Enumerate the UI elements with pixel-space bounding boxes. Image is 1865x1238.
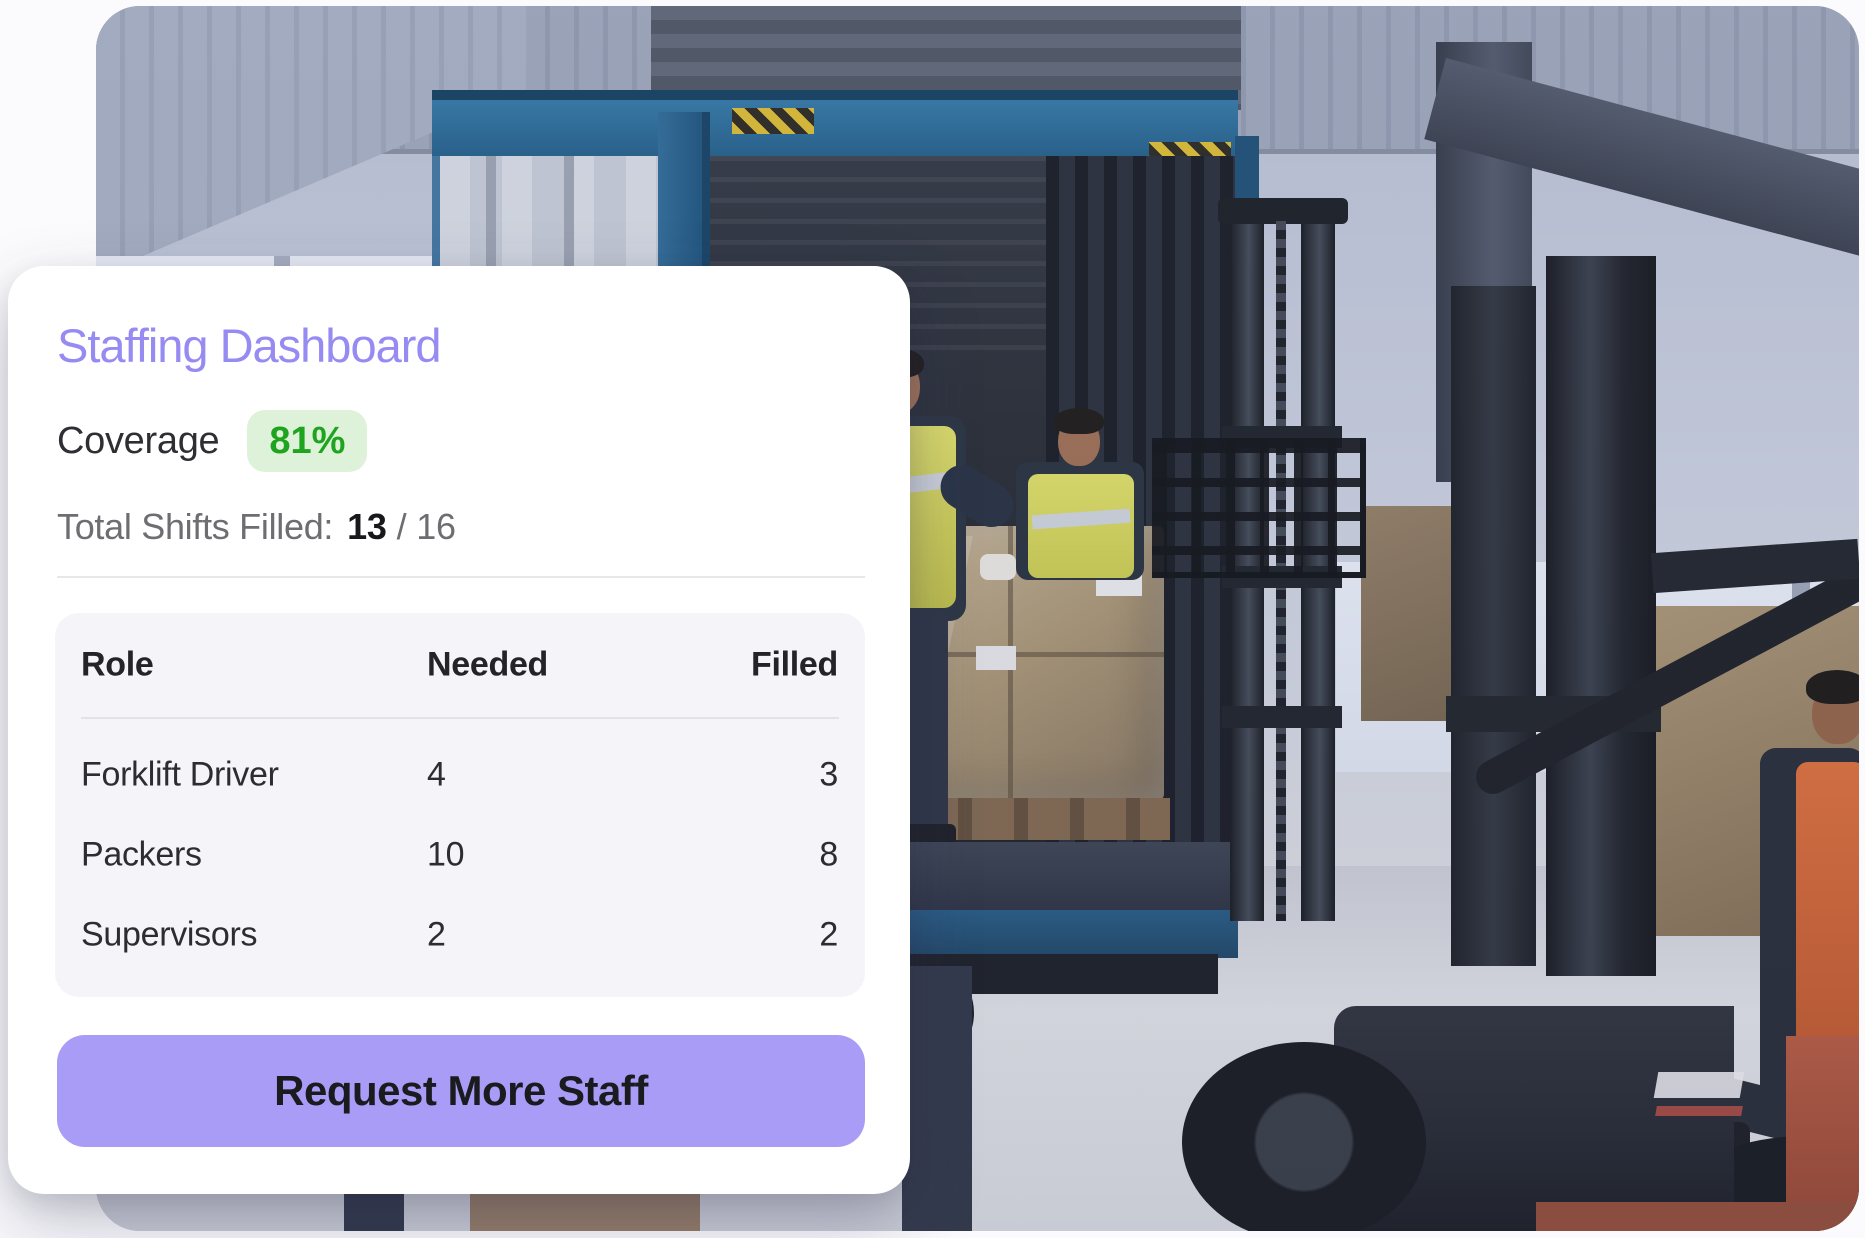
coverage-row: Coverage 81% <box>57 410 368 472</box>
photo-driver-orange-vest <box>1796 762 1859 1062</box>
photo-forklift-frame-column <box>1451 286 1536 966</box>
photo-forklift-frame-column <box>1546 256 1656 976</box>
table-header-divider <box>81 717 839 719</box>
table-body: Forklift Driver 4 3 Packers 10 8 Supervi… <box>55 719 865 975</box>
col-header-needed: Needed <box>427 645 549 684</box>
coverage-badge: 81% <box>247 410 368 472</box>
photo-worker1-glove <box>980 554 1016 580</box>
photo-forklift-mast-top <box>1218 198 1348 224</box>
divider <box>57 576 865 578</box>
photo-shipping-label <box>976 646 1016 670</box>
photo-container-top <box>432 100 1238 158</box>
table-row: Supervisors 2 2 <box>55 895 865 975</box>
photo-forklift-wheel <box>1182 1042 1426 1231</box>
col-header-role: Role <box>81 645 154 684</box>
total-shifts-row: Total Shifts Filled: 13 / 16 <box>57 506 456 548</box>
col-header-filled: Filled <box>751 645 838 684</box>
photo-hazard-stripe-left <box>732 108 814 134</box>
cell-needed: 4 <box>427 755 446 794</box>
photo-forklift-fender <box>1536 1202 1859 1231</box>
staffing-table: Role Needed Filled Forklift Driver 4 3 P… <box>55 613 865 997</box>
table-header-row: Role Needed Filled <box>55 613 865 717</box>
cell-role: Forklift Driver <box>81 755 279 794</box>
photo-container-top-edge <box>432 90 1238 102</box>
total-shifts-separator: / <box>396 506 407 547</box>
cell-filled: 8 <box>819 835 838 874</box>
staffing-dashboard-card: Staffing Dashboard Coverage 81% Total Sh… <box>8 266 910 1194</box>
cell-filled: 3 <box>819 755 838 794</box>
cell-needed: 2 <box>427 915 446 954</box>
total-shifts-label: Total Shifts Filled: <box>57 506 334 547</box>
photo-forklift-crossbar <box>1222 706 1342 728</box>
photo-forklift-backrest-grid <box>1152 438 1366 578</box>
photo-forklift-fender <box>1786 1036 1859 1231</box>
coverage-label: Coverage <box>57 419 220 462</box>
photo-worker2-hair <box>1054 408 1104 434</box>
table-row: Packers 10 8 <box>55 815 865 895</box>
cell-needed: 10 <box>427 835 465 874</box>
page-title: Staffing Dashboard <box>57 319 442 372</box>
cell-role: Packers <box>81 835 202 874</box>
table-row: Forklift Driver 4 3 <box>55 735 865 815</box>
total-shifts-filled-value: 13 <box>347 506 387 547</box>
photo-driver-hair <box>1806 670 1859 704</box>
photo-distant-worker-legs <box>902 966 972 1231</box>
cell-filled: 2 <box>819 915 838 954</box>
cell-role: Supervisors <box>81 915 258 954</box>
request-more-staff-button[interactable]: Request More Staff <box>57 1035 865 1147</box>
total-shifts-total-value: 16 <box>416 506 456 547</box>
